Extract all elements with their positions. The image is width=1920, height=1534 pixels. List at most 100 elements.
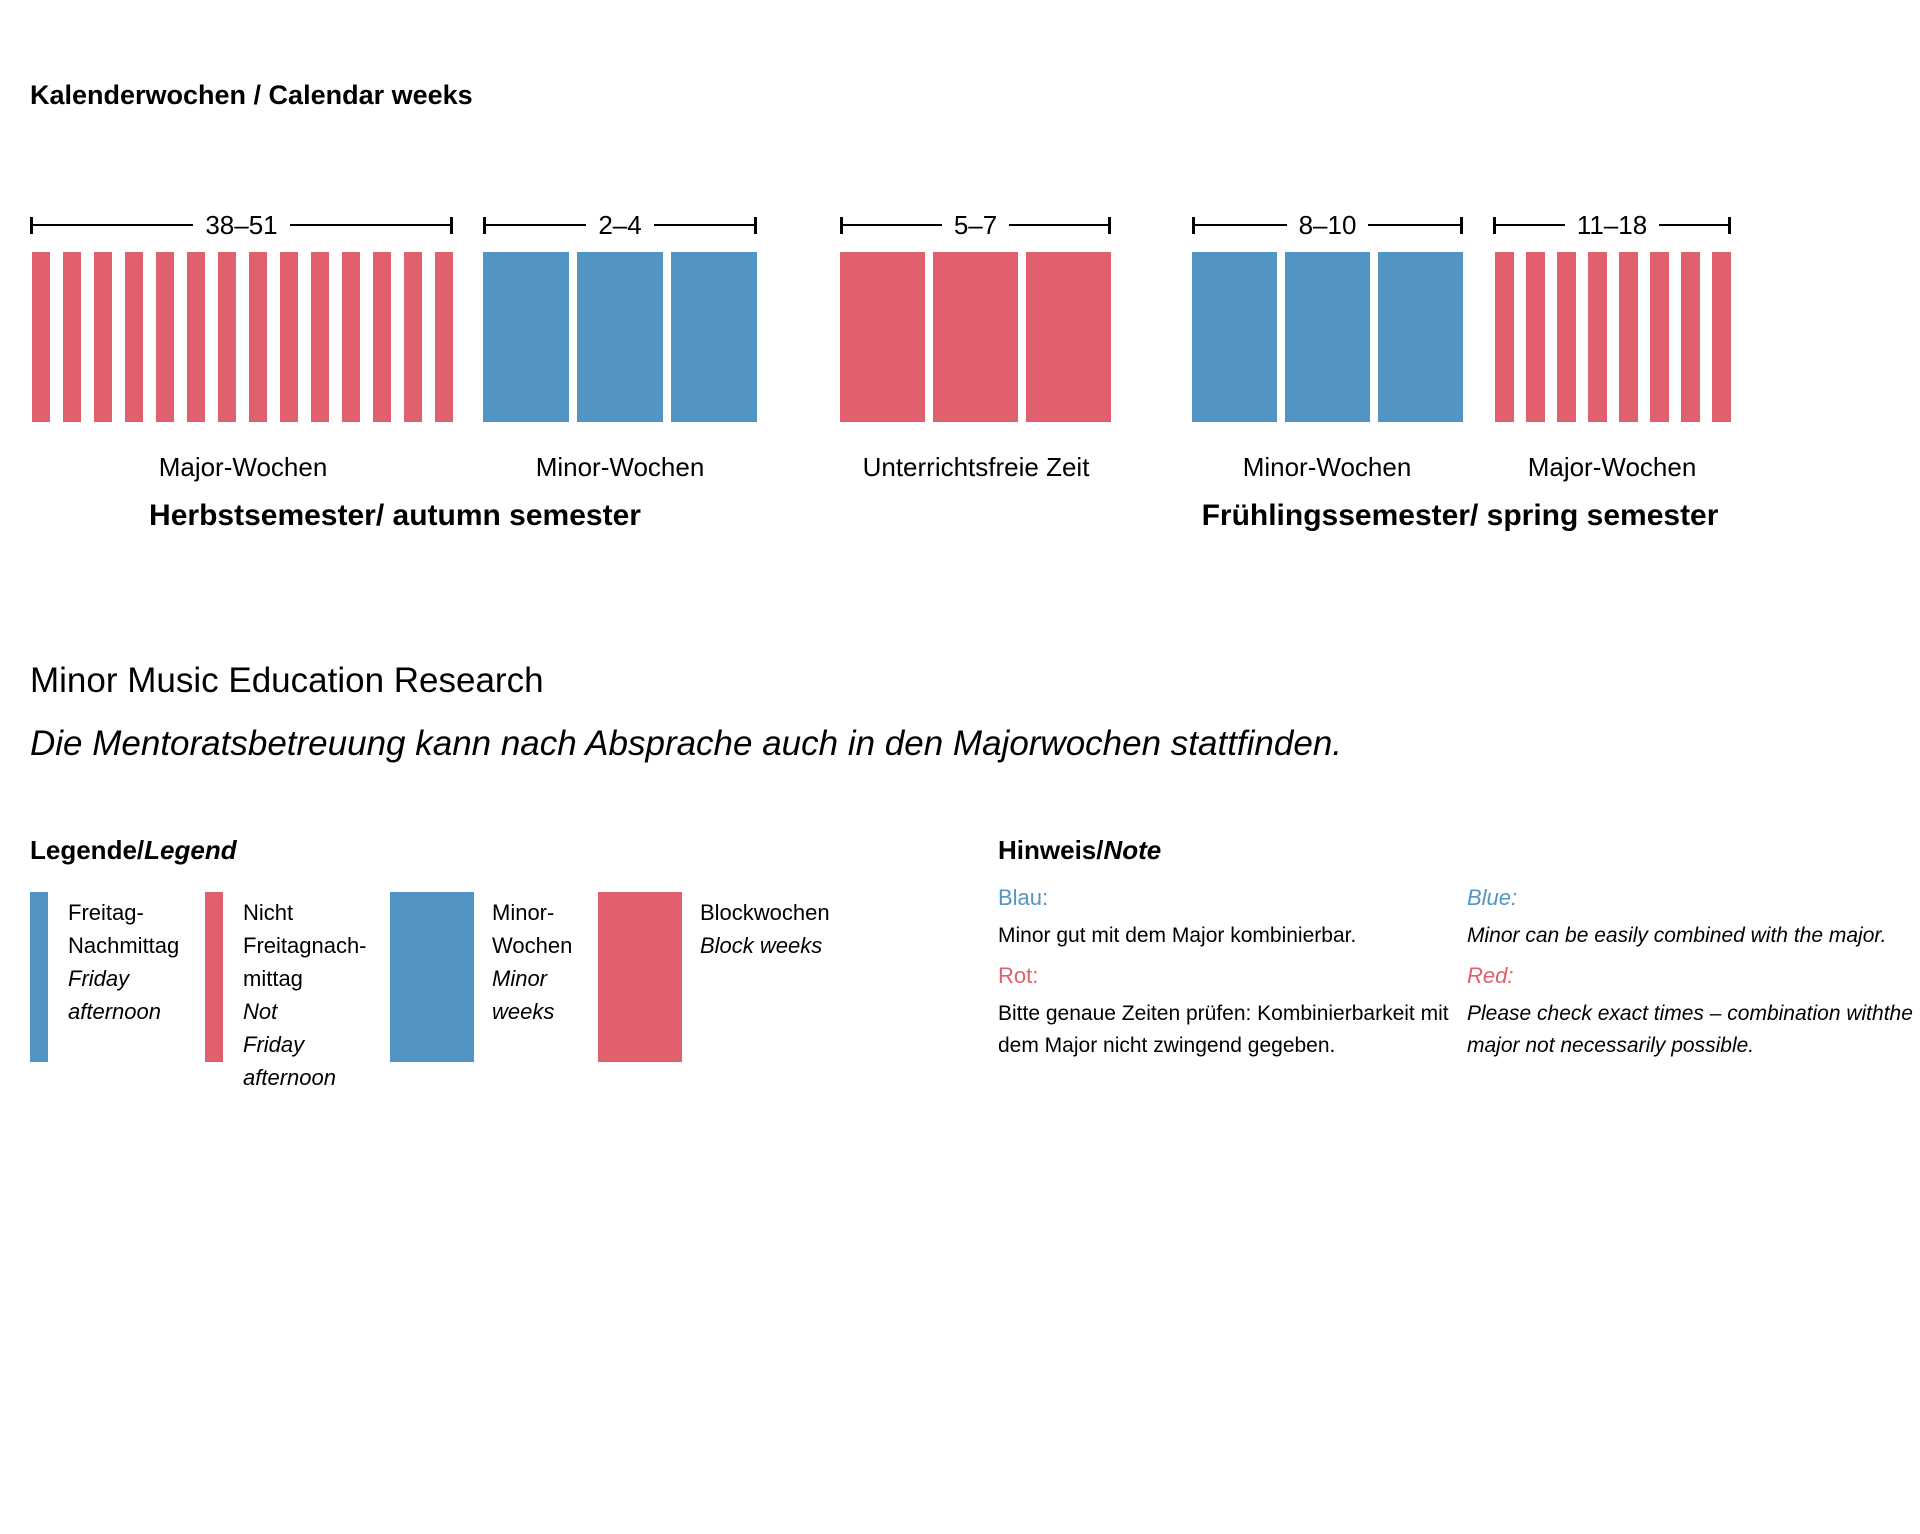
group-label-spring-minor-weeks: Minor-Wochen — [1242, 452, 1412, 482]
legend-header: Legende/Legend — [30, 835, 237, 866]
week-bar — [94, 252, 112, 422]
week-bar — [840, 252, 925, 422]
week-range-bracket-spring-major-weeks: 11–18 — [1493, 209, 1731, 241]
bracket-right-tick — [1108, 216, 1112, 234]
bracket-line — [1195, 223, 1287, 227]
note-text-line: dem Major nicht zwingend gegeben. — [998, 1034, 1336, 1057]
note-entry-text: Bitte genaue Zeiten prüfen: Kombinierbar… — [998, 998, 1449, 1062]
bracket-line — [653, 223, 755, 227]
bars-group-autumn-major-weeks — [32, 252, 453, 422]
note-entry-text: Minor gut mit dem Major kombinierbar. — [998, 920, 1356, 952]
week-bar — [156, 252, 174, 422]
bracket-right-tick — [450, 216, 453, 234]
week-range-bracket-spring-minor-weeks: 8–10 — [1192, 209, 1463, 241]
note-text-line: Minor can be easily combined with the ma… — [1467, 924, 1887, 947]
note-color-label-blau: Blau: — [998, 885, 1049, 910]
legend-item-text: Minor- Wochen Minor weeks — [492, 896, 572, 1028]
week-bar — [483, 252, 569, 422]
week-range-bracket-autumn-minor-weeks: 2–4 — [483, 209, 758, 241]
legend-swatch-red-wide — [598, 892, 682, 1062]
legend-item-text: Nicht Freitagnach-mittag Not Friday afternoo… — [243, 896, 367, 1094]
week-bar — [671, 252, 757, 422]
note-header-de: Hinweis/ — [998, 835, 1104, 865]
week-bar — [311, 252, 329, 422]
legend-line-de: Minor- — [492, 900, 555, 925]
week-bar — [1557, 252, 1576, 422]
mentor-note-sentence: Die Mentoratsbetreuung kann nach Absprac… — [30, 724, 1343, 763]
bars-group-spring-minor-weeks — [1192, 252, 1463, 422]
week-bar — [249, 252, 267, 422]
note-entry-text: Minor can be easily combined with the ma… — [1467, 920, 1886, 952]
spring-semester-label: Frühlingssemester/ spring semester — [1201, 499, 1719, 532]
note-color-label-red: Red: — [1467, 963, 1514, 988]
legend-line-en: Not — [243, 999, 278, 1024]
week-bar — [1712, 252, 1731, 422]
bracket-right-tick — [754, 216, 758, 234]
page-title: Kalenderwochen / Calendar weeks — [30, 80, 473, 110]
bracket-line — [289, 223, 450, 227]
bracket-line — [486, 223, 587, 227]
legend-line-de: Nachmittag — [68, 933, 180, 958]
week-bar — [32, 252, 50, 422]
note-header: Hinweis/Note — [998, 835, 1161, 866]
week-bar — [933, 252, 1018, 422]
bracket-right-tick — [1728, 216, 1731, 234]
note-text-line: Please check exact times – combination w… — [1467, 1002, 1913, 1025]
week-bar — [1285, 252, 1370, 422]
note-text-line: Minor gut mit dem Major kombinierbar. — [998, 924, 1357, 947]
group-label-teaching-free-time: Unterrichtsfreie Zeit — [862, 452, 1090, 482]
week-bar — [1026, 252, 1111, 422]
note-color-label-blue: Blue: — [1467, 885, 1518, 910]
week-range-label: 38–51 — [205, 210, 278, 240]
week-bar — [435, 252, 453, 422]
bracket-left-tick — [30, 216, 33, 234]
week-bar — [342, 252, 360, 422]
bars-group-teaching-free-time — [840, 252, 1111, 422]
week-bar — [1526, 252, 1545, 422]
legend-line-de: Blockwochen — [700, 900, 830, 925]
week-bar — [1495, 252, 1514, 422]
week-bar — [280, 252, 298, 422]
week-bar — [404, 252, 422, 422]
bracket-line — [1659, 223, 1728, 227]
week-bar — [63, 252, 81, 422]
bars-group-spring-major-weeks — [1495, 252, 1731, 422]
legend-line-en: Friday — [243, 1032, 305, 1057]
week-range-label: 2–4 — [598, 210, 642, 240]
week-bar — [218, 252, 236, 422]
bracket-left-tick — [1493, 216, 1496, 234]
legend-line-en: afternoon — [68, 999, 161, 1024]
bars-group-autumn-minor-weeks — [483, 252, 757, 422]
week-bar — [1588, 252, 1607, 422]
bracket-line — [1368, 223, 1460, 227]
bracket-line — [1009, 223, 1109, 227]
group-label-autumn-minor-weeks: Minor-Wochen — [535, 452, 705, 482]
bracket-line — [1496, 223, 1565, 227]
note-text-line: major not necessarily possible. — [1467, 1034, 1755, 1057]
legend-item-text: Freitag- Nachmittag Friday afternoon — [68, 896, 179, 1028]
note-text-line: Bitte genaue Zeiten prüfen: Kombinierbar… — [998, 1002, 1449, 1025]
note-color-label-rot: Rot: — [998, 963, 1039, 988]
bracket-left-tick — [840, 216, 843, 234]
week-range-label: 8–10 — [1298, 210, 1357, 240]
week-bar — [1650, 252, 1669, 422]
legend-swatch-blue-thin — [30, 892, 48, 1062]
group-label-spring-major-weeks: Major-Wochen — [1527, 452, 1697, 482]
legend-line-de: Freitag- — [68, 900, 144, 925]
week-range-label: 11–18 — [1576, 210, 1648, 240]
legend-line-en: Friday — [68, 966, 130, 991]
week-bar — [187, 252, 205, 422]
group-label-autumn-major-weeks: Major-Wochen — [158, 452, 328, 482]
legend-line-de: mittag — [243, 966, 303, 991]
bracket-left-tick — [483, 216, 486, 234]
legend-line-en: weeks — [492, 999, 555, 1024]
legend-line-de: Freitagnach- — [243, 933, 367, 958]
week-bar — [1378, 252, 1463, 422]
week-range-bracket-autumn-major-weeks: 38–51 — [30, 209, 453, 241]
week-bar — [125, 252, 143, 422]
legend-header-en: Legend — [144, 835, 237, 865]
bracket-line — [33, 223, 194, 227]
week-bar — [1192, 252, 1277, 422]
section-heading: Minor Music Education Research — [30, 661, 544, 700]
